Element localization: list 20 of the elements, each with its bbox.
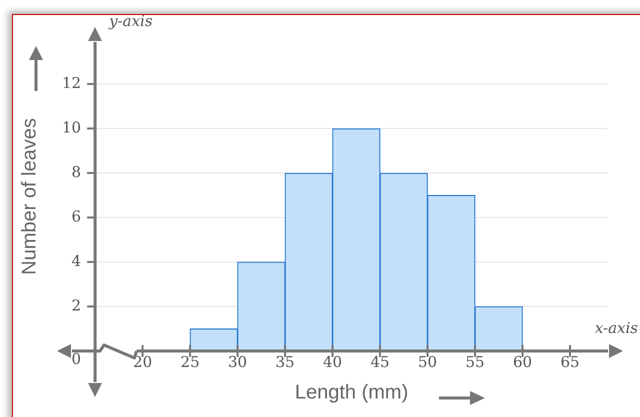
y-tick-label: 10 — [62, 118, 82, 137]
x-tick-label: 30 — [228, 352, 248, 371]
y-axis-title: Number of leaves — [18, 118, 41, 275]
text: y-axis — [108, 12, 153, 30]
y-tick-label: 8 — [72, 163, 82, 182]
x-axis-title: Length (mm) — [294, 382, 408, 404]
x-tick-label: 55 — [465, 352, 485, 371]
y-tick-label: 0 — [72, 350, 82, 368]
y-tick-label: 2 — [72, 296, 82, 314]
x-tick-label: 40 — [323, 352, 342, 371]
x-tick-label: 65 — [560, 352, 580, 371]
x-tick-label: 25 — [180, 352, 200, 371]
y-tick-label: 4 — [72, 252, 82, 270]
annotation: x-axis — [594, 318, 638, 337]
x-tick-label: 50 — [418, 352, 438, 371]
y-tick-label: 12 — [62, 74, 82, 92]
x-tick-label: 60 — [512, 352, 532, 371]
x-tick-label: 45 — [370, 352, 390, 371]
x-tick-label: 35 — [276, 352, 295, 371]
y-tick-label: 6 — [72, 208, 82, 226]
